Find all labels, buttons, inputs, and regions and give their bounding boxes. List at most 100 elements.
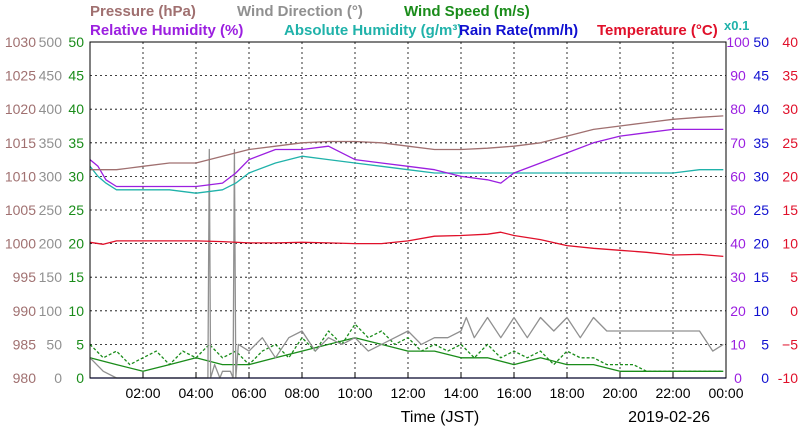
y-tick-label-wind_direction: 100 [39, 303, 63, 319]
y-tick-label-temperature: −5 [782, 336, 798, 352]
legend-entry: Relative Humidity (%) [90, 22, 243, 39]
x-tick-label: 02:00 [125, 385, 160, 401]
series-line-pressure-hpa [90, 115, 724, 171]
series-line-wind-speed-gust-m-s [89, 323, 724, 372]
y-tick-label-temperature: 5 [790, 269, 798, 285]
y-axes: 9809859909951000100510101015102010251030… [5, 34, 798, 386]
y-tick-label-pressure: 1030 [5, 34, 36, 50]
y-tick-label-pressure: 1015 [5, 135, 36, 151]
y-tick-label-wind_speed: 40 [68, 101, 84, 117]
y-tick-label-temperature: 0 [790, 303, 798, 319]
legend-entry: Absolute Humidity (g/m³) [284, 22, 462, 39]
y-tick-label-temperature: 25 [782, 135, 798, 151]
y-tick-label-temperature: 10 [782, 236, 798, 252]
y-tick-label-rain_rate: 30 [753, 168, 769, 184]
y-tick-label-humidity: 60 [730, 168, 746, 184]
x-tick-label: 00:00 [708, 385, 743, 401]
y-tick-label-wind_speed: 25 [68, 202, 84, 218]
y-tick-label-wind_speed: 50 [68, 34, 84, 50]
y-tick-label-humidity: 10 [730, 336, 746, 352]
y-tick-label-pressure: 1010 [5, 168, 36, 184]
y-tick-label-rain_rate: 10 [753, 303, 769, 319]
y-tick-label-rain_rate: 15 [753, 269, 769, 285]
y-tick-label-temperature: 30 [782, 101, 798, 117]
series-line-absolute-humidity-g-m [89, 155, 724, 194]
legend-entry: Rain Rate(mm/h) [459, 22, 578, 39]
y-tick-label-wind_direction: 150 [39, 269, 63, 285]
y-tick-label-rain_rate: 45 [753, 68, 769, 84]
series-line-relative-humidity [89, 128, 724, 188]
y-tick-label-rain_rate: 25 [753, 202, 769, 218]
legend-entry: Temperature (°C) [597, 22, 718, 39]
y-tick-label-rain_rate: 35 [753, 135, 769, 151]
y-tick-label-pressure: 985 [13, 336, 37, 352]
y-tick-label-wind_speed: 0 [76, 370, 84, 386]
y-tick-label-wind_direction: 0 [54, 370, 62, 386]
y-tick-label-humidity: 0 [734, 370, 742, 386]
y-tick-label-wind_direction: 500 [39, 34, 63, 50]
y-tick-label-pressure: 990 [13, 303, 37, 319]
y-tick-label-pressure: 1020 [5, 101, 36, 117]
y-tick-label-wind_speed: 30 [68, 168, 84, 184]
y-tick-label-wind_direction: 200 [39, 236, 63, 252]
y-tick-label-rain_rate: 0 [761, 370, 769, 386]
y-tick-label-humidity: 90 [730, 68, 746, 84]
x-axis: 02:00 04:00 06:00 08:00 10:00 12:00 14:00 16:00… [125, 372, 744, 401]
x-tick-label: 04:00 [178, 385, 213, 401]
y-tick-label-wind_speed: 10 [68, 303, 84, 319]
legend-entry: Pressure (hPa) [90, 3, 196, 20]
x-tick-label: 22:00 [655, 385, 690, 401]
y-tick-label-temperature: -10 [778, 370, 798, 386]
y-tick-label-rain_rate: 5 [761, 336, 769, 352]
y-tick-label-temperature: 20 [782, 168, 798, 184]
date-label: 2019-02-26 [628, 409, 710, 426]
y-tick-label-humidity: 20 [730, 303, 746, 319]
y-tick-label-rain_rate: 20 [753, 236, 769, 252]
y-tick-label-humidity: 50 [730, 202, 746, 218]
y-tick-label-wind_direction: 50 [46, 336, 62, 352]
series-line-wind-direction [89, 148, 724, 379]
legend-entry: Wind Direction (°) [237, 3, 363, 20]
legend-multiplier: x0.1 [724, 18, 749, 33]
x-tick-label: 10:00 [337, 385, 372, 401]
legend: Pressure (hPa) Wind Direction (°) Wind Spe… [90, 3, 749, 39]
y-tick-label-wind_speed: 45 [68, 68, 84, 84]
x-tick-label: 12:00 [390, 385, 425, 401]
y-tick-label-wind_speed: 35 [68, 135, 84, 151]
y-tick-label-wind_speed: 5 [76, 336, 84, 352]
y-tick-label-wind_direction: 400 [39, 101, 63, 117]
y-tick-label-rain_rate: 50 [753, 34, 769, 50]
legend-entry: Wind Speed (m/s) [404, 3, 530, 20]
y-tick-label-wind_direction: 250 [39, 202, 63, 218]
y-tick-label-wind_direction: 300 [39, 168, 63, 184]
y-tick-label-humidity: 80 [730, 101, 746, 117]
y-tick-label-pressure: 1000 [5, 236, 36, 252]
series-line-temperature-c [89, 231, 724, 258]
y-tick-label-humidity: 30 [730, 269, 746, 285]
y-tick-label-temperature: 35 [782, 68, 798, 84]
y-tick-label-wind_speed: 15 [68, 269, 84, 285]
y-tick-label-humidity: 70 [730, 135, 746, 151]
y-tick-label-rain_rate: 40 [753, 101, 769, 117]
y-tick-label-temperature: 15 [782, 202, 798, 218]
x-tick-label: 06:00 [231, 385, 266, 401]
series-line-wind-speed-m-s [89, 337, 724, 372]
x-axis-label: Time (JST) [401, 409, 480, 426]
y-tick-label-temperature: 40 [782, 34, 798, 50]
y-tick-label-humidity: 100 [726, 34, 750, 50]
x-tick-label: 18:00 [549, 385, 584, 401]
y-tick-label-pressure: 995 [13, 269, 37, 285]
x-tick-label: 08:00 [284, 385, 319, 401]
x-tick-label: 20:00 [602, 385, 637, 401]
y-tick-label-pressure: 1005 [5, 202, 36, 218]
x-tick-label: 14:00 [443, 385, 478, 401]
grid [90, 42, 726, 378]
x-tick-label: 16:00 [496, 385, 531, 401]
y-tick-label-pressure: 980 [13, 370, 37, 386]
y-tick-label-wind_speed: 20 [68, 236, 84, 252]
y-tick-label-wind_direction: 450 [39, 68, 63, 84]
y-tick-label-wind_direction: 350 [39, 135, 63, 151]
y-tick-label-pressure: 1025 [5, 68, 36, 84]
y-tick-label-humidity: 40 [730, 236, 746, 252]
